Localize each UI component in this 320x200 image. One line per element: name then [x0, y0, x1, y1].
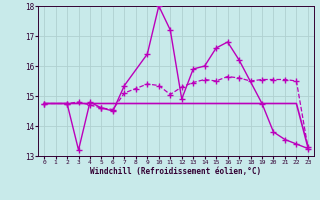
- X-axis label: Windchill (Refroidissement éolien,°C): Windchill (Refroidissement éolien,°C): [91, 167, 261, 176]
